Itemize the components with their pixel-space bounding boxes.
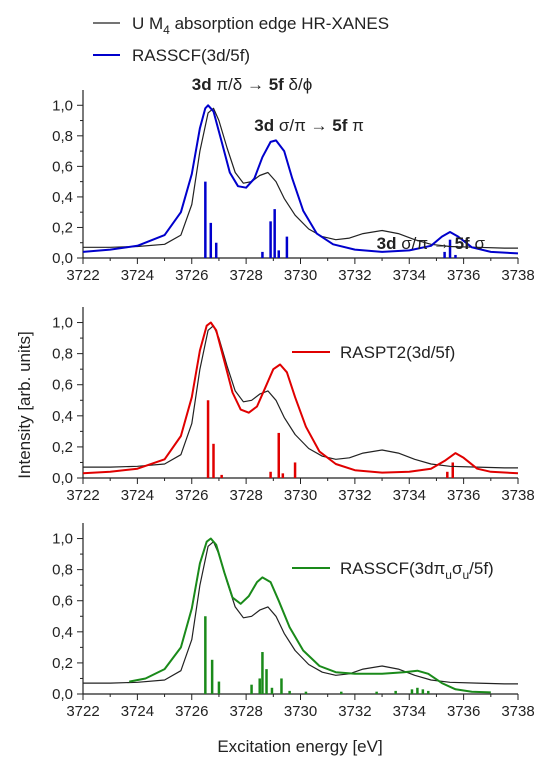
- y-tick-label: 0,0: [52, 250, 73, 267]
- x-tick-label: 3736: [447, 267, 480, 284]
- transition-annotation: 3d π/δ → 5f δ/ϕ: [192, 75, 313, 94]
- x-tick-label: 3730: [284, 487, 317, 504]
- y-tick-label: 0,6: [52, 158, 73, 175]
- panel-middle: 3722 3724 3726 3728 3730 3732 3734 3736 3738 0,0 0…: [52, 307, 535, 504]
- y-tick-label: 0,8: [52, 562, 73, 579]
- y-tick-label: 0,0: [52, 470, 73, 487]
- y-tick-label: 0,8: [52, 128, 73, 145]
- y-tick-label: 0,4: [52, 624, 73, 641]
- x-tick-label: 3734: [393, 267, 426, 284]
- legend-label: RASPT2(3d/5f): [340, 343, 455, 362]
- x-tick-label: 3726: [175, 487, 208, 504]
- y-axis-title: Intensity [arb. units]: [15, 331, 34, 478]
- y-tick-label: 0,0: [52, 686, 73, 703]
- x-tick-label: 3738: [501, 703, 534, 720]
- y-tick-label: 0,6: [52, 377, 73, 394]
- x-tick-label: 3736: [447, 703, 480, 720]
- x-tick-label: 3722: [66, 267, 99, 284]
- y-tick-label: 0,4: [52, 189, 73, 206]
- series-line-experiment: [83, 325, 518, 469]
- x-tick-label: 3722: [66, 703, 99, 720]
- x-tick-label: 3732: [338, 487, 371, 504]
- x-tick-label: 3738: [501, 267, 534, 284]
- x-tick-label: 3724: [121, 267, 154, 284]
- series-line-experiment: [83, 107, 518, 249]
- y-tick-label: 0,8: [52, 346, 73, 363]
- x-tick-label: 3728: [229, 487, 262, 504]
- series-line-calculation: [82, 321, 519, 475]
- x-tick-label: 3732: [338, 703, 371, 720]
- x-tick-label: 3722: [66, 487, 99, 504]
- x-tick-label: 3732: [338, 267, 371, 284]
- x-tick-label: 3730: [284, 267, 317, 284]
- y-tick-label: 1,0: [52, 531, 73, 548]
- x-tick-label: 3736: [447, 487, 480, 504]
- y-tick-label: 0,4: [52, 408, 73, 425]
- transition-annotation: 3d σ/π → 5f σ: [377, 234, 486, 253]
- y-tick-label: 1,0: [52, 97, 73, 114]
- x-tick-label: 3726: [175, 267, 208, 284]
- x-axis-title: Excitation energy [eV]: [217, 737, 382, 756]
- x-tick-label: 3728: [229, 703, 262, 720]
- x-tick-label: 3730: [284, 703, 317, 720]
- legend-text-exp: U M4 absorption edge HR-XANES: [132, 14, 389, 37]
- series-line-calculation: [82, 104, 519, 255]
- transition-annotation: 3d σ/π → 5f π: [254, 116, 364, 135]
- panel-top: 3722 3724 3726 3728 3730 3732 3734 3736 3738 0,0 0…: [52, 75, 535, 284]
- figure-legend: U M4 absorption edge HR-XANES RASSCF(3d/…: [93, 14, 389, 65]
- x-tick-label: 3724: [121, 703, 154, 720]
- panel-bottom: 3722 3724 3726 3728 3730 3732 3734 3736 3738 0,0 0…: [52, 523, 535, 720]
- y-tick-label: 0,2: [52, 439, 73, 456]
- chart-panels: 3722 3724 3726 3728 3730 3732 3734 3736 3738 0,0 0…: [52, 75, 535, 720]
- x-tick-label: 3728: [229, 267, 262, 284]
- x-tick-label: 3724: [121, 487, 154, 504]
- x-tick-label: 3734: [393, 703, 426, 720]
- y-tick-label: 1,0: [52, 315, 73, 332]
- y-tick-label: 0,2: [52, 655, 73, 672]
- y-tick-label: 0,6: [52, 593, 73, 610]
- y-tick-label: 0,2: [52, 219, 73, 236]
- series-line-experiment: [83, 541, 518, 685]
- series-line-calculation: [129, 537, 491, 694]
- x-tick-label: 3726: [175, 703, 208, 720]
- x-tick-label: 3738: [501, 487, 534, 504]
- legend-label: RASSCF(3dπuσu/5f): [340, 559, 494, 582]
- x-tick-label: 3734: [393, 487, 426, 504]
- legend-text-rasscf: RASSCF(3d/5f): [132, 46, 250, 65]
